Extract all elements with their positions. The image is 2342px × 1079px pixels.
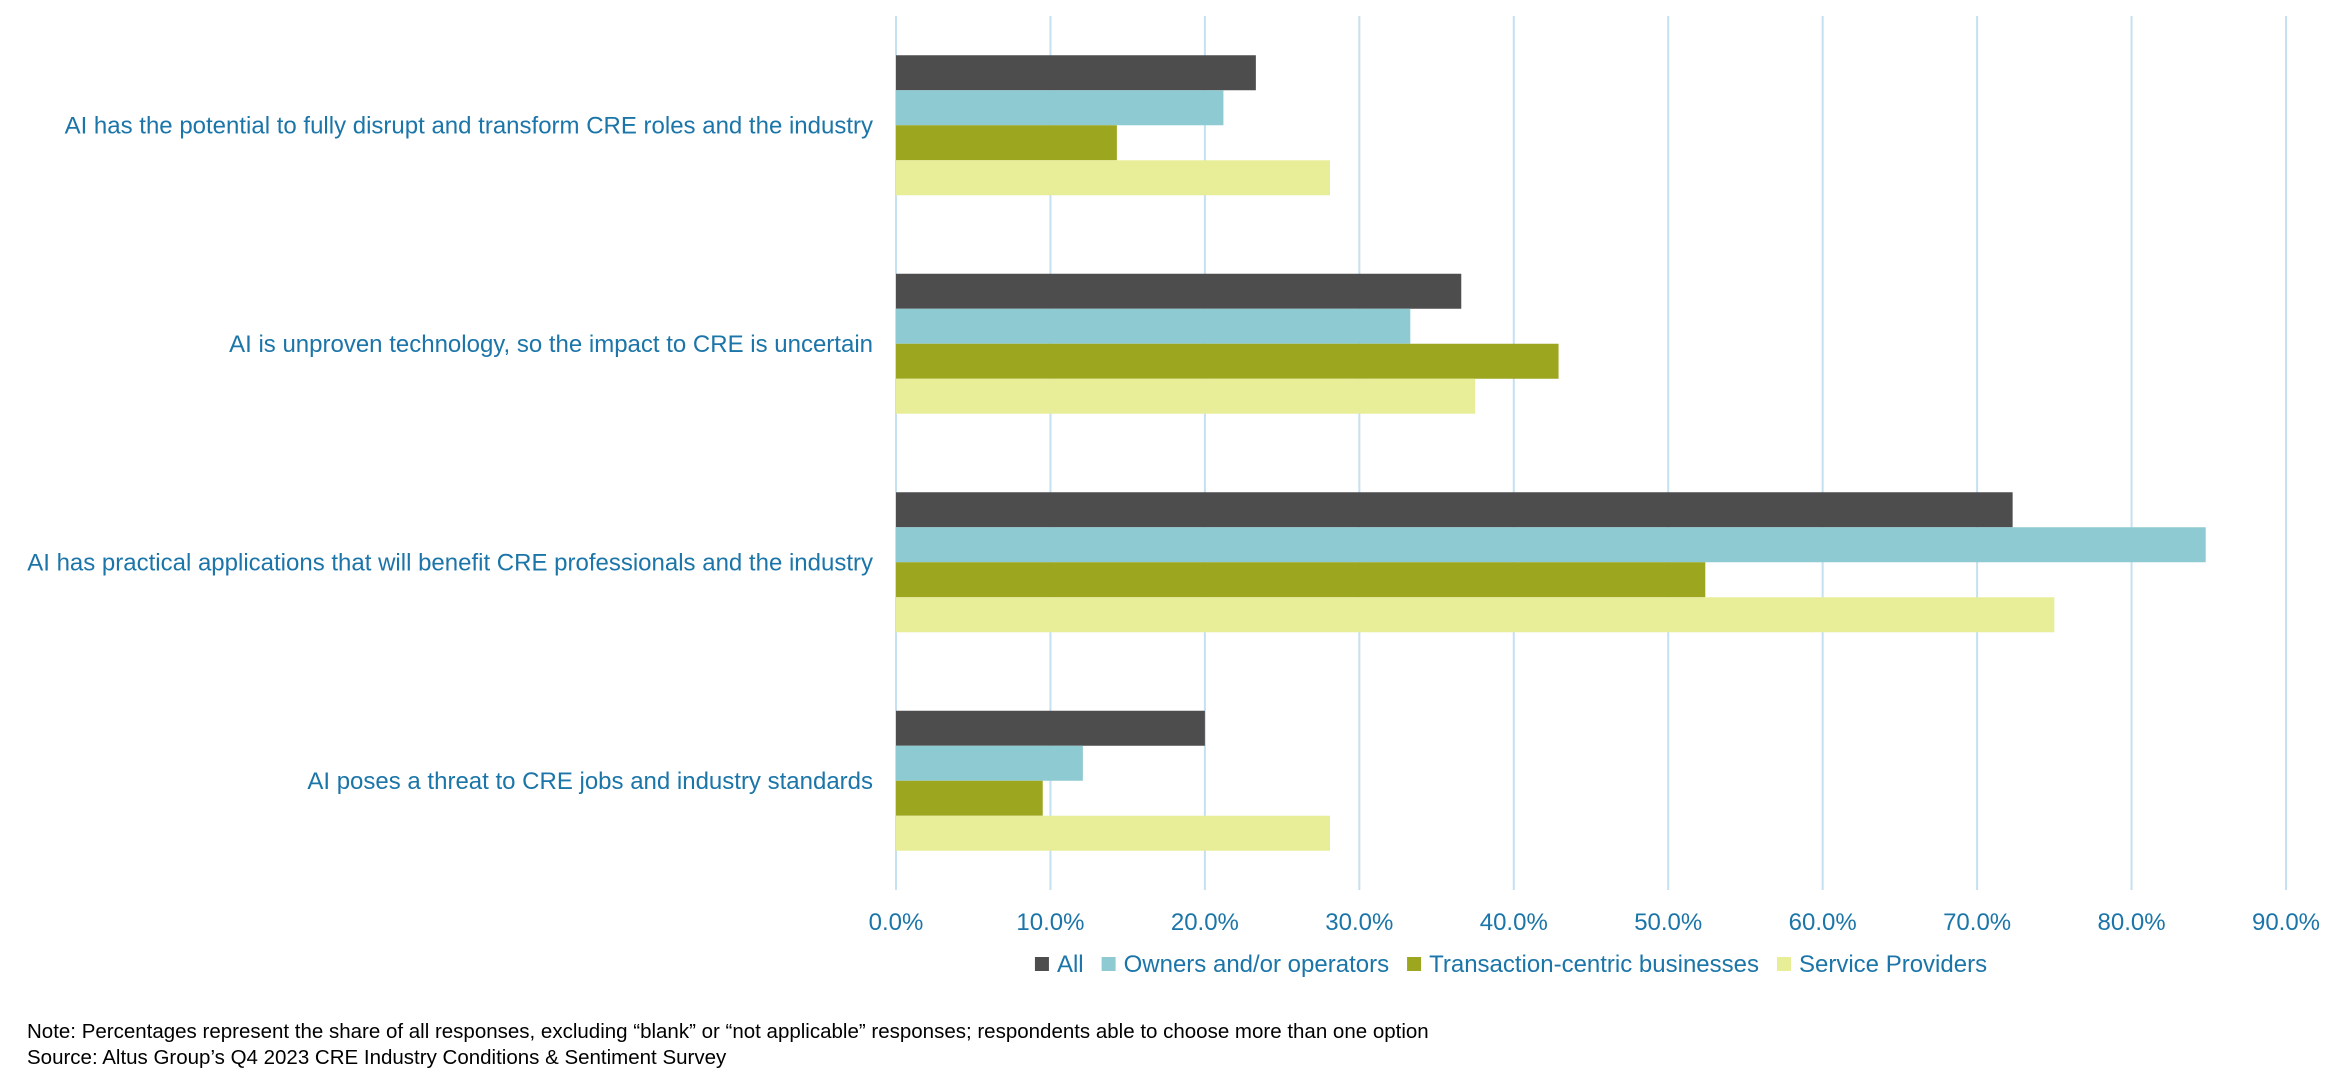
x-tick-label: 30.0% xyxy=(1325,909,1393,936)
legend-item-owners-and-or-operators: Owners and/or operators xyxy=(1101,951,1389,978)
bar-owners-and-or-operators xyxy=(896,745,1083,781)
bar-service-providers xyxy=(896,815,1330,851)
legend-swatch xyxy=(1777,957,1791,971)
bar-owners-and-or-operators xyxy=(896,527,2206,563)
legend-label: Owners and/or operators xyxy=(1124,951,1389,978)
x-axis-tick-labels: 0.0% 10.0% 20.0% 30.0% 40.0% 50.0% 60.0% 70.0% 8… xyxy=(869,909,2320,936)
legend: All Owners and/or operators Transaction-ce… xyxy=(1034,951,1987,978)
x-tick-label: 20.0% xyxy=(1171,909,1239,936)
legend-item-service-providers: Service Providers xyxy=(1777,951,1987,978)
bar-service-providers xyxy=(896,597,2055,633)
bar-all xyxy=(896,710,1205,746)
bars xyxy=(896,55,2206,851)
legend-swatch xyxy=(1034,957,1049,971)
x-tick-label: 90.0% xyxy=(2252,909,2320,936)
bar-transaction-centric-businesses xyxy=(896,780,1043,816)
bar-all xyxy=(896,492,2013,528)
bar-transaction-centric-businesses xyxy=(896,343,1559,379)
x-tick-label: 60.0% xyxy=(1789,909,1857,936)
legend-swatch xyxy=(1407,957,1422,971)
category-labels: AI has the potential to fully disrupt an… xyxy=(27,112,873,795)
x-tick-label: 40.0% xyxy=(1480,909,1548,936)
legend-label: Transaction-centric businesses xyxy=(1429,951,1759,978)
legend-swatch xyxy=(1101,957,1116,971)
footnote-note: Note: Percentages represent the share of… xyxy=(27,1020,1429,1043)
legend-label: All xyxy=(1057,951,1084,978)
bar-service-providers xyxy=(896,160,1330,196)
legend-item-all: All xyxy=(1034,951,1084,978)
x-tick-label: 0.0% xyxy=(869,909,924,936)
legend-label: Service Providers xyxy=(1799,951,1987,978)
category-label: AI is unproven technology, so the impact… xyxy=(229,331,873,358)
bar-service-providers xyxy=(896,378,1476,414)
bar-owners-and-or-operators xyxy=(896,90,1224,126)
bar-all xyxy=(896,55,1256,91)
bar-transaction-centric-businesses xyxy=(896,125,1117,161)
bar-owners-and-or-operators xyxy=(896,308,1411,344)
bar-chart: AI has the potential to fully disrupt an… xyxy=(27,16,2320,978)
bar-transaction-centric-businesses xyxy=(896,562,1706,598)
x-tick-label: 50.0% xyxy=(1634,909,1702,936)
footnote-source: Source: Altus Group’s Q4 2023 CRE Indust… xyxy=(27,1046,727,1069)
bar-all xyxy=(896,273,1462,309)
legend-item-transaction-centric-businesses: Transaction-centric businesses xyxy=(1407,951,1759,978)
x-tick-label: 70.0% xyxy=(1943,909,2011,936)
category-label: AI has practical applications that will … xyxy=(27,549,873,576)
category-label: AI has the potential to fully disrupt an… xyxy=(65,112,873,139)
x-tick-label: 80.0% xyxy=(2098,909,2166,936)
x-tick-label: 10.0% xyxy=(1016,909,1084,936)
category-label: AI poses a threat to CRE jobs and indust… xyxy=(307,768,873,795)
